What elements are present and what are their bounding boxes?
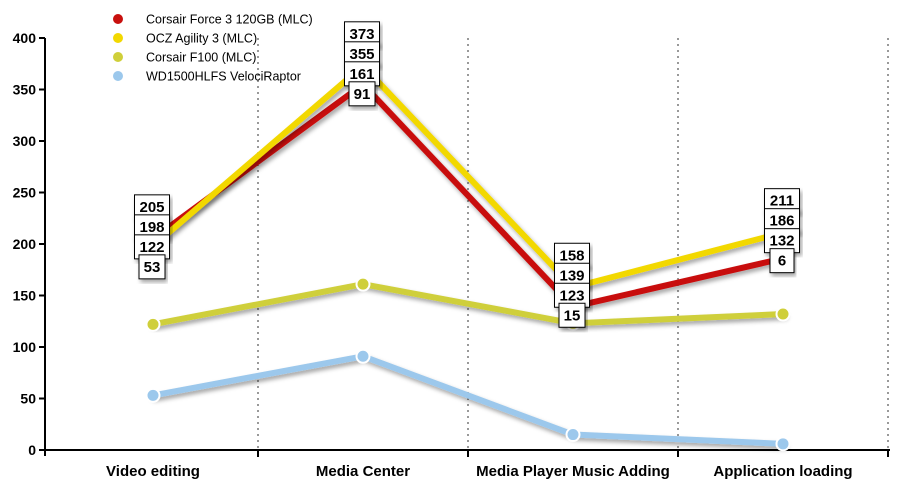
y-tick-label: 100 [13, 339, 37, 355]
legend-label: Corsair F100 (MLC) [146, 51, 256, 65]
data-labels: 373 355 211 205 198 186 161 158 139 132 123 122 91 53… [134, 21, 800, 328]
svg-text:355: 355 [349, 46, 374, 63]
y-tick-label: 0 [28, 442, 36, 458]
svg-text:186: 186 [769, 213, 794, 230]
svg-text:205: 205 [139, 199, 164, 216]
data-point [355, 348, 371, 364]
series-line-3 [150, 353, 786, 447]
data-point [775, 436, 791, 452]
y-tick-label: 400 [13, 30, 37, 46]
series-line-2 [150, 281, 786, 328]
x-tick-label: Application loading [713, 463, 852, 480]
data-point [565, 427, 581, 443]
series-line-0 [150, 81, 786, 310]
legend: Corsair Force 3 120GB (MLC) OCZ Agility 3… [100, 12, 313, 84]
legend-label: WD1500HLFS VelociRaptor [146, 70, 301, 84]
legend-label: Corsair Force 3 120GB (MLC) [146, 13, 313, 27]
y-tick-label: 250 [13, 185, 37, 201]
legend-label: OCZ Agility 3 (MLC) [146, 32, 257, 46]
y-tick-label: 300 [13, 133, 37, 149]
y-tick-label: 50 [20, 391, 36, 407]
legend-marker [111, 50, 125, 64]
svg-text:161: 161 [349, 66, 374, 83]
y-tick-label: 200 [13, 236, 37, 252]
axes: 0 50 100 150 200 250 300 350 400 Video editing Med… [13, 30, 890, 480]
x-tick-label: Media Player Music Adding [476, 463, 670, 480]
svg-text:158: 158 [559, 247, 584, 264]
legend-item: Corsair F100 (MLC) [100, 50, 256, 65]
svg-text:132: 132 [769, 233, 794, 250]
svg-text:373: 373 [349, 26, 374, 43]
svg-text:123: 123 [559, 287, 584, 304]
data-point [775, 306, 791, 322]
legend-marker [111, 69, 125, 83]
legend-marker [111, 12, 125, 26]
data-label: 53 [138, 254, 166, 280]
svg-text:91: 91 [354, 86, 371, 103]
svg-text:6: 6 [778, 253, 786, 270]
data-point [355, 276, 371, 292]
legend-marker [111, 31, 125, 45]
series-line-1 [150, 62, 786, 291]
data-label: 6 [769, 248, 795, 274]
legend-item: Corsair Force 3 120GB (MLC) [100, 12, 313, 27]
svg-text:53: 53 [144, 259, 161, 276]
data-point [145, 316, 161, 332]
data-point [145, 387, 161, 403]
vertical-gridlines [257, 38, 889, 450]
svg-text:198: 198 [139, 219, 164, 236]
svg-text:139: 139 [559, 267, 584, 284]
svg-text:211: 211 [770, 193, 794, 210]
data-label: 15 [558, 302, 586, 328]
x-tick-label: Video editing [106, 463, 200, 480]
y-tick-label: 350 [13, 82, 37, 98]
legend-item: OCZ Agility 3 (MLC) [100, 31, 257, 46]
y-tick-label: 150 [13, 288, 37, 304]
data-label: 186 [764, 208, 800, 234]
data-label: 91 [348, 81, 376, 107]
legend-item: WD1500HLFS VelociRaptor [100, 69, 301, 84]
svg-text:15: 15 [564, 307, 581, 324]
x-tick-label: Media Center [316, 463, 410, 480]
svg-text:122: 122 [139, 239, 164, 256]
